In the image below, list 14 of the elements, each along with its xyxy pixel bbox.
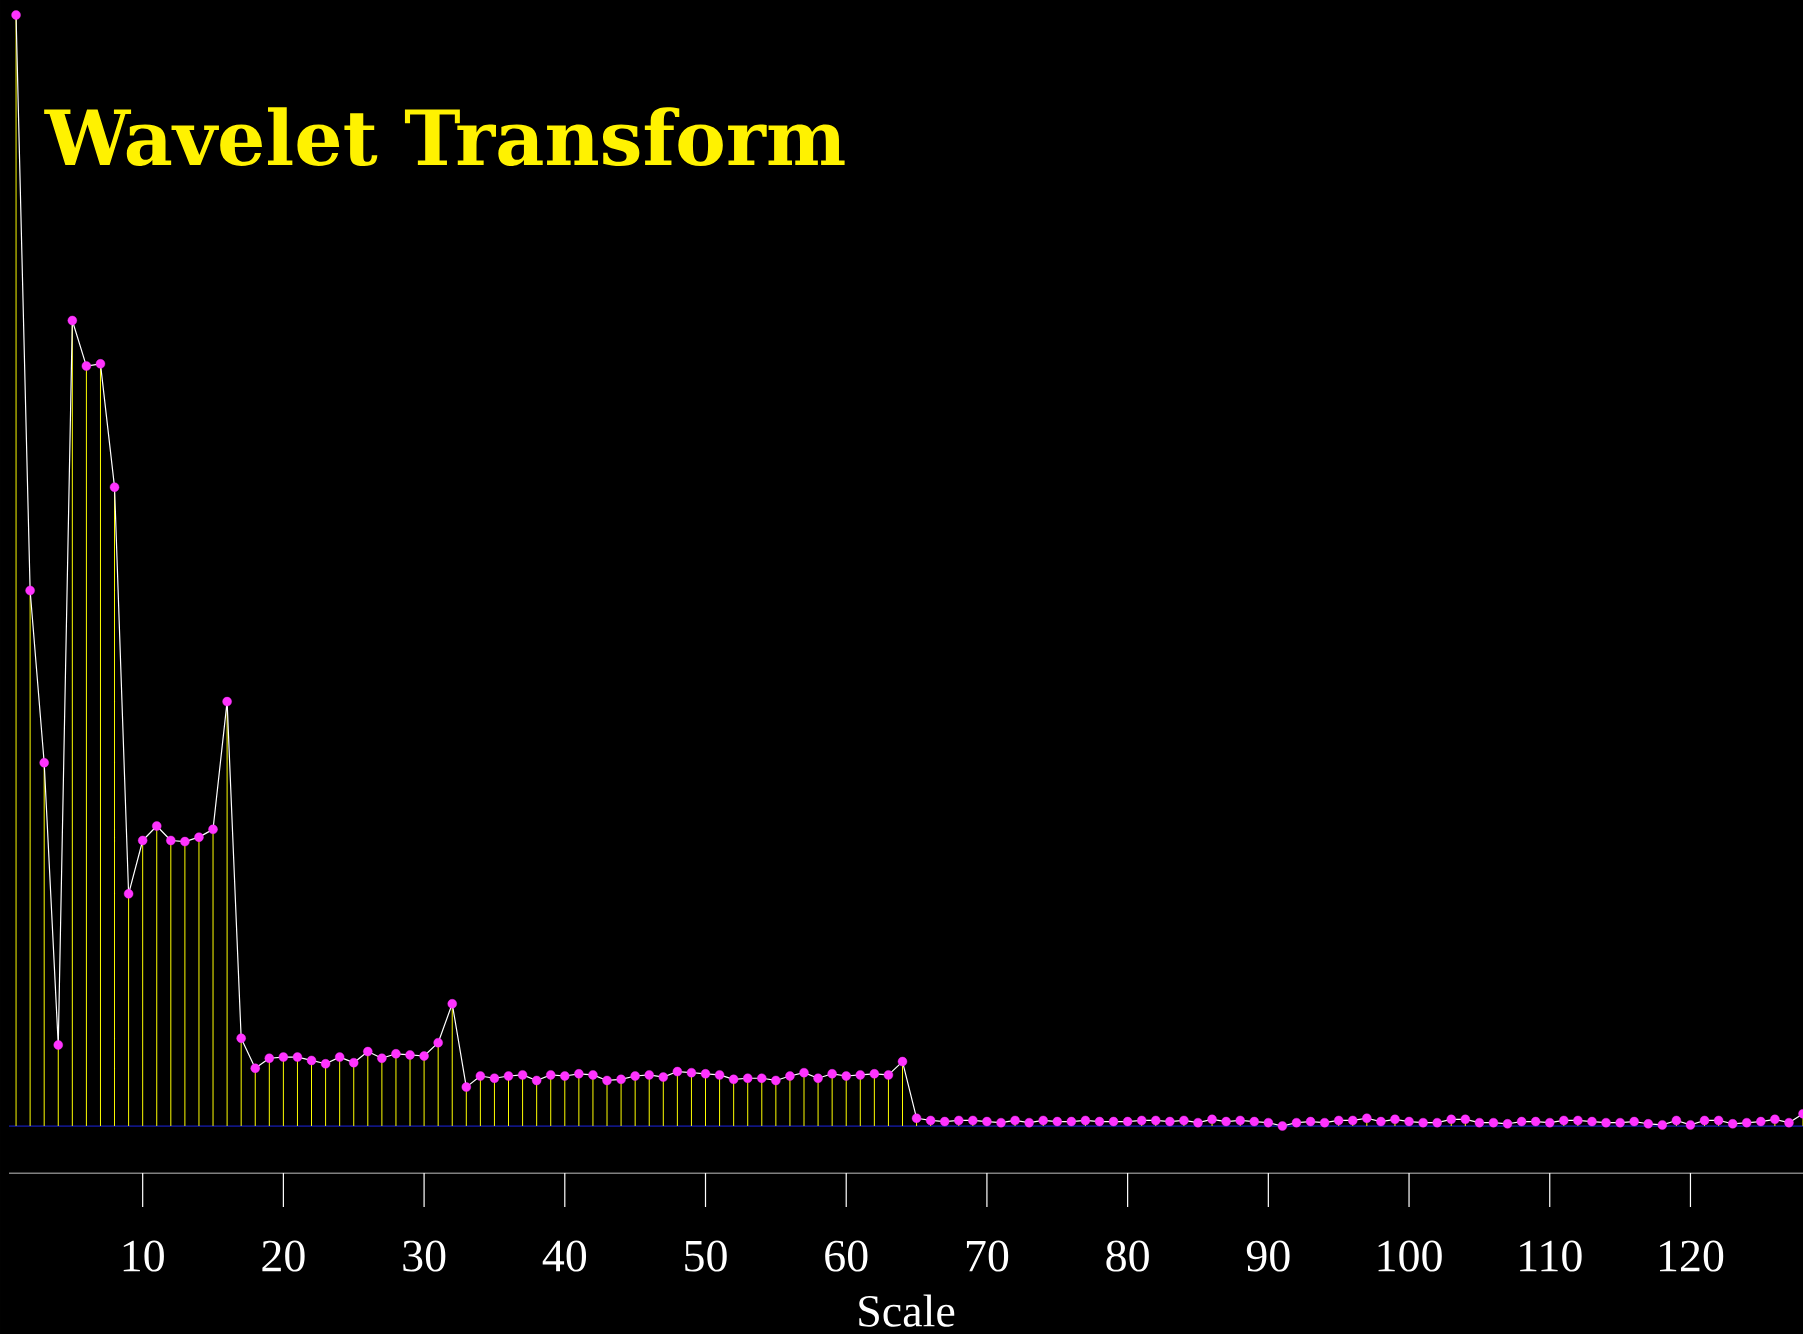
x-tick-label: 10 xyxy=(123,1240,164,1272)
x-tick-label: 30 xyxy=(403,1240,446,1272)
x-tick-label: 110 xyxy=(1520,1240,1582,1272)
x-tick-label: 60 xyxy=(825,1240,868,1272)
x-tick-label: 20 xyxy=(262,1240,305,1272)
text: Wavelet Transform xyxy=(44,107,845,166)
x-tick-label: 50 xyxy=(685,1240,727,1272)
x-tick-label: 100 xyxy=(1378,1240,1442,1272)
x-tick-label: 120 xyxy=(1660,1240,1724,1272)
x-tick-label: 70 xyxy=(966,1240,1009,1272)
x-axis-title: Scale xyxy=(859,1294,955,1327)
x-tick-label: 40 xyxy=(542,1240,587,1272)
x-tick-label: 80 xyxy=(1106,1240,1149,1272)
x-tick-label: 90 xyxy=(1246,1240,1290,1272)
